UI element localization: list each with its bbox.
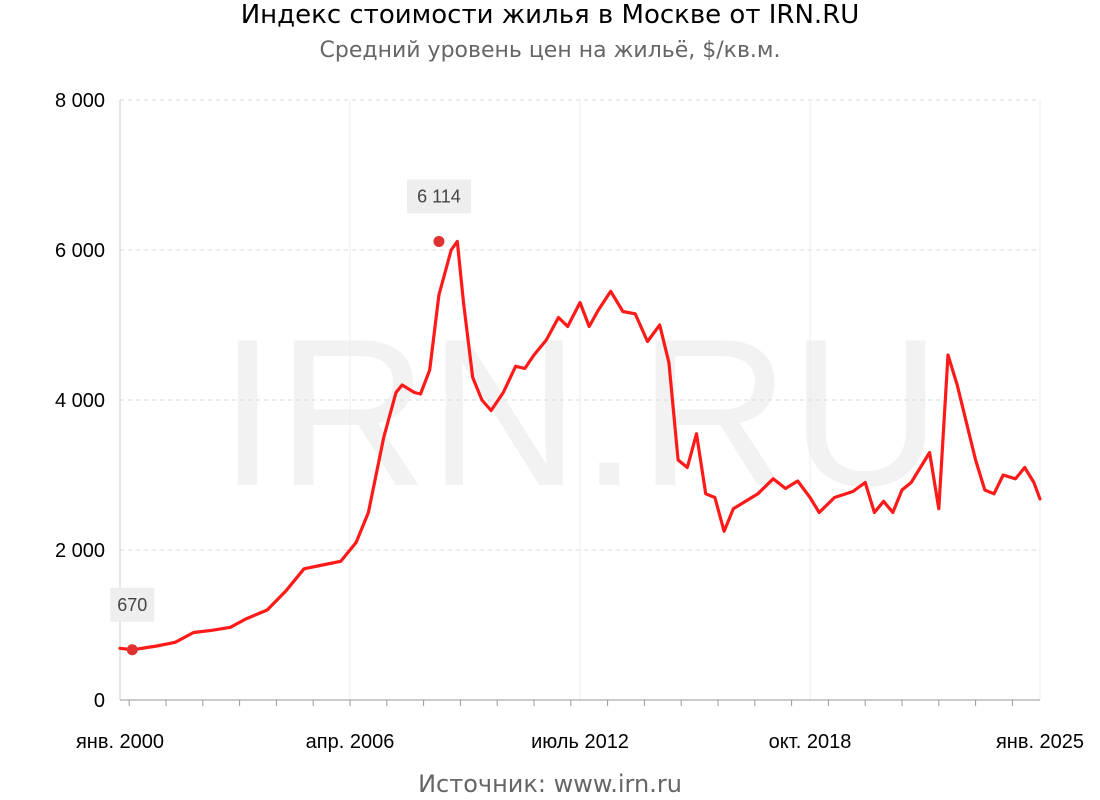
- annotations-layer: 670 6 114: [110, 179, 471, 656]
- y-tick-label: 2 000: [55, 540, 105, 562]
- annotation-label: 670: [117, 595, 147, 615]
- source-credit: Источник: www.irn.ru: [418, 770, 682, 798]
- x-tick-label: янв. 2025: [996, 731, 1084, 753]
- annotation-label-box: [406, 179, 471, 214]
- chart-subtitle: Средний уровень цен на жильё, $/кв.м.: [319, 38, 781, 63]
- annotation-point: [126, 644, 138, 656]
- series-line: [118, 239, 1042, 652]
- chart-title: Индекс стоимости жилья в Москве от IRN.R…: [240, 0, 860, 30]
- y-axis: 0 2 000 4 000 6 000 8 000: [55, 90, 121, 712]
- annotation-label-box: [110, 587, 155, 622]
- x-tick-label: июль 2012: [531, 731, 629, 753]
- x-axis: янв. 2000 апр. 2006 июль 2012 окт. 2018 янв.…: [76, 699, 1084, 753]
- y-tick-label: 0: [94, 690, 105, 712]
- series-layer: [118, 239, 1042, 652]
- y-tick-label: 6 000: [55, 240, 105, 262]
- annotation-point: [433, 235, 445, 247]
- x-tick-label: апр. 2006: [306, 731, 395, 753]
- annotation-label: 6 114: [417, 186, 461, 206]
- y-tick-label: 8 000: [55, 90, 105, 112]
- x-tick-label: окт. 2018: [769, 731, 852, 753]
- x-tick-label: янв. 2000: [76, 731, 164, 753]
- y-tick-label: 4 000: [55, 390, 105, 412]
